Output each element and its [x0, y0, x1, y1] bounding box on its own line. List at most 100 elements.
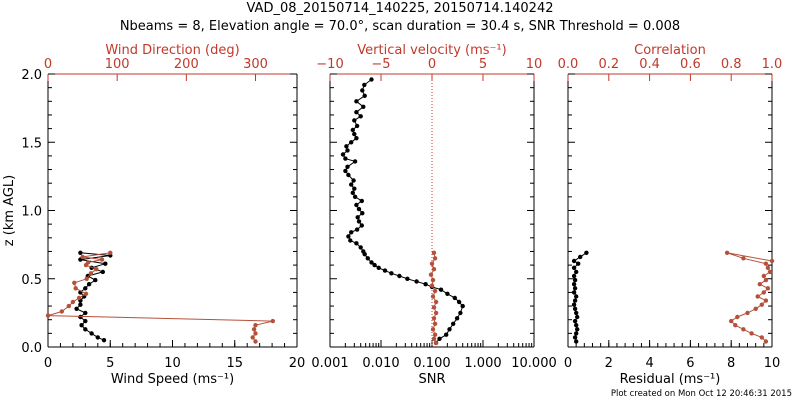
wind-data-point — [78, 302, 83, 307]
snr-data-point — [433, 299, 439, 305]
snr-data-point — [382, 268, 388, 273]
residual-top-tick-label: 0.0 — [558, 57, 579, 72]
residual-data-point — [724, 250, 730, 255]
snr-data-point — [344, 144, 349, 149]
snr-data-point — [430, 294, 436, 299]
snr-data-point — [432, 332, 438, 337]
residual-data-point — [571, 258, 577, 264]
wind-data-point — [108, 250, 113, 255]
snr-data-point — [349, 140, 354, 145]
snr-xtick-label: 0.100 — [413, 356, 450, 371]
residual-top-tick-label: 0.4 — [639, 57, 660, 72]
snr-data-point — [397, 273, 402, 279]
residual-data-point — [572, 298, 578, 303]
residual-data-point — [571, 265, 577, 270]
residual-data-point — [741, 327, 746, 332]
residual-data-point — [769, 258, 775, 264]
snr-data-point — [352, 194, 358, 199]
snr-data-point — [405, 276, 410, 281]
snr-data-point — [358, 245, 363, 250]
wind-data-point — [270, 318, 275, 324]
wind-data-point — [79, 323, 84, 328]
snr-data-point — [354, 99, 359, 104]
wind-data-point — [94, 267, 99, 272]
residual-data-point — [578, 254, 583, 260]
snr-data-point — [437, 336, 442, 341]
wind-data-point — [93, 277, 98, 283]
snr-data-point — [458, 310, 463, 316]
wind-data-point — [100, 269, 106, 275]
wind-data-point — [99, 257, 105, 262]
snr-data-point — [456, 299, 462, 305]
wind-xtick-label: 20 — [289, 356, 306, 371]
wind-data-point — [101, 338, 107, 343]
residual-data-point — [761, 273, 766, 279]
residual-data-point — [729, 318, 734, 324]
snr-top-axis-label: Vertical velocity (ms⁻¹) — [357, 43, 506, 58]
snr-data-point — [348, 238, 353, 243]
wind-data-point — [103, 261, 108, 266]
residual-data-point — [574, 294, 579, 299]
wind-xtick-label: 0 — [44, 356, 52, 371]
wind-data-point — [72, 280, 77, 285]
residual-data-point — [571, 282, 577, 287]
wind-data-point — [253, 339, 258, 344]
snr-data-point — [351, 178, 356, 183]
snr-data-point — [356, 219, 362, 224]
snr-data-point — [350, 190, 355, 195]
wind-data-point — [78, 314, 83, 320]
snr-data-point — [423, 282, 428, 287]
snr-top-tick-label: −10 — [316, 57, 343, 72]
wind-data-point — [66, 303, 72, 309]
snr-top-tick-label: 10 — [526, 57, 543, 72]
residual-xtick-label: 6 — [686, 356, 694, 371]
residual-data-point — [574, 323, 579, 328]
snr-data-point — [352, 118, 357, 123]
wind-data-point — [83, 318, 88, 324]
snr-data-point — [349, 182, 354, 187]
wind-xtick-label: 10 — [164, 356, 181, 371]
residual-top-tick-label: 0.6 — [680, 57, 701, 72]
residual-top-tick-label: 1.0 — [762, 57, 783, 72]
snr-data-point — [345, 164, 350, 169]
snr-data-point — [430, 327, 436, 332]
y-axis-label: z (km AGL) — [2, 175, 17, 246]
snr-data-point — [431, 250, 437, 255]
snr-data-point — [359, 198, 364, 204]
snr-series-red — [428, 250, 439, 346]
snr-data-point — [350, 127, 355, 133]
residual-data-point — [759, 302, 764, 307]
residual-data-point — [755, 294, 760, 299]
snr-data-point — [451, 321, 456, 326]
snr-data-point — [354, 110, 359, 115]
snr-data-point — [432, 256, 438, 261]
residual-x-axis-label: Residual (ms⁻¹) — [620, 372, 721, 387]
residual-xtick-label: 4 — [645, 356, 653, 371]
residual-data-point — [571, 302, 577, 307]
residual-data-point — [749, 331, 754, 336]
snr-data-point — [431, 305, 437, 310]
wind-data-point — [84, 276, 89, 281]
snr-data-point — [429, 261, 435, 266]
snr-data-point — [352, 159, 358, 164]
residual-data-point — [763, 298, 769, 303]
wind-data-point — [89, 331, 94, 336]
residual-data-point — [574, 269, 579, 275]
wind-data-point — [253, 323, 258, 328]
snr-data-point — [360, 211, 365, 216]
snr-data-point — [362, 93, 367, 99]
wind-series-black — [74, 250, 113, 343]
snr-data-point — [352, 186, 357, 191]
residual-data-point — [574, 339, 579, 344]
snr-data-point — [433, 340, 439, 346]
snr-xtick-label: 0.010 — [362, 356, 399, 371]
wind-data-point — [86, 282, 92, 287]
wind-data-point — [70, 299, 76, 305]
wind-top-tick-label: 100 — [105, 57, 130, 72]
snr-data-point — [365, 256, 370, 261]
residual-data-point — [572, 286, 578, 291]
residual-xtick-label: 10 — [764, 356, 781, 371]
snr-data-point — [376, 265, 381, 270]
wind-xtick-label: 15 — [226, 356, 243, 371]
ytick-label: 0.0 — [21, 341, 42, 356]
